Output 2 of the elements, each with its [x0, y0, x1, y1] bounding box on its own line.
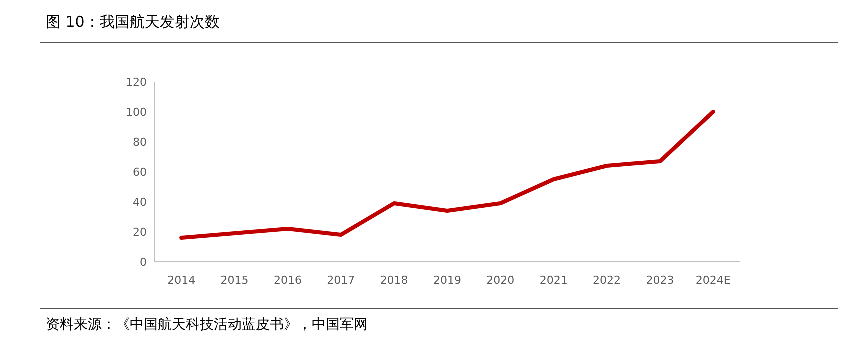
- annotation: 资料来源：《中国航天科技活动蓝皮书》，中国军网: [46, 317, 368, 333]
- title: 图 10：我国航天发射次数: [46, 13, 220, 31]
